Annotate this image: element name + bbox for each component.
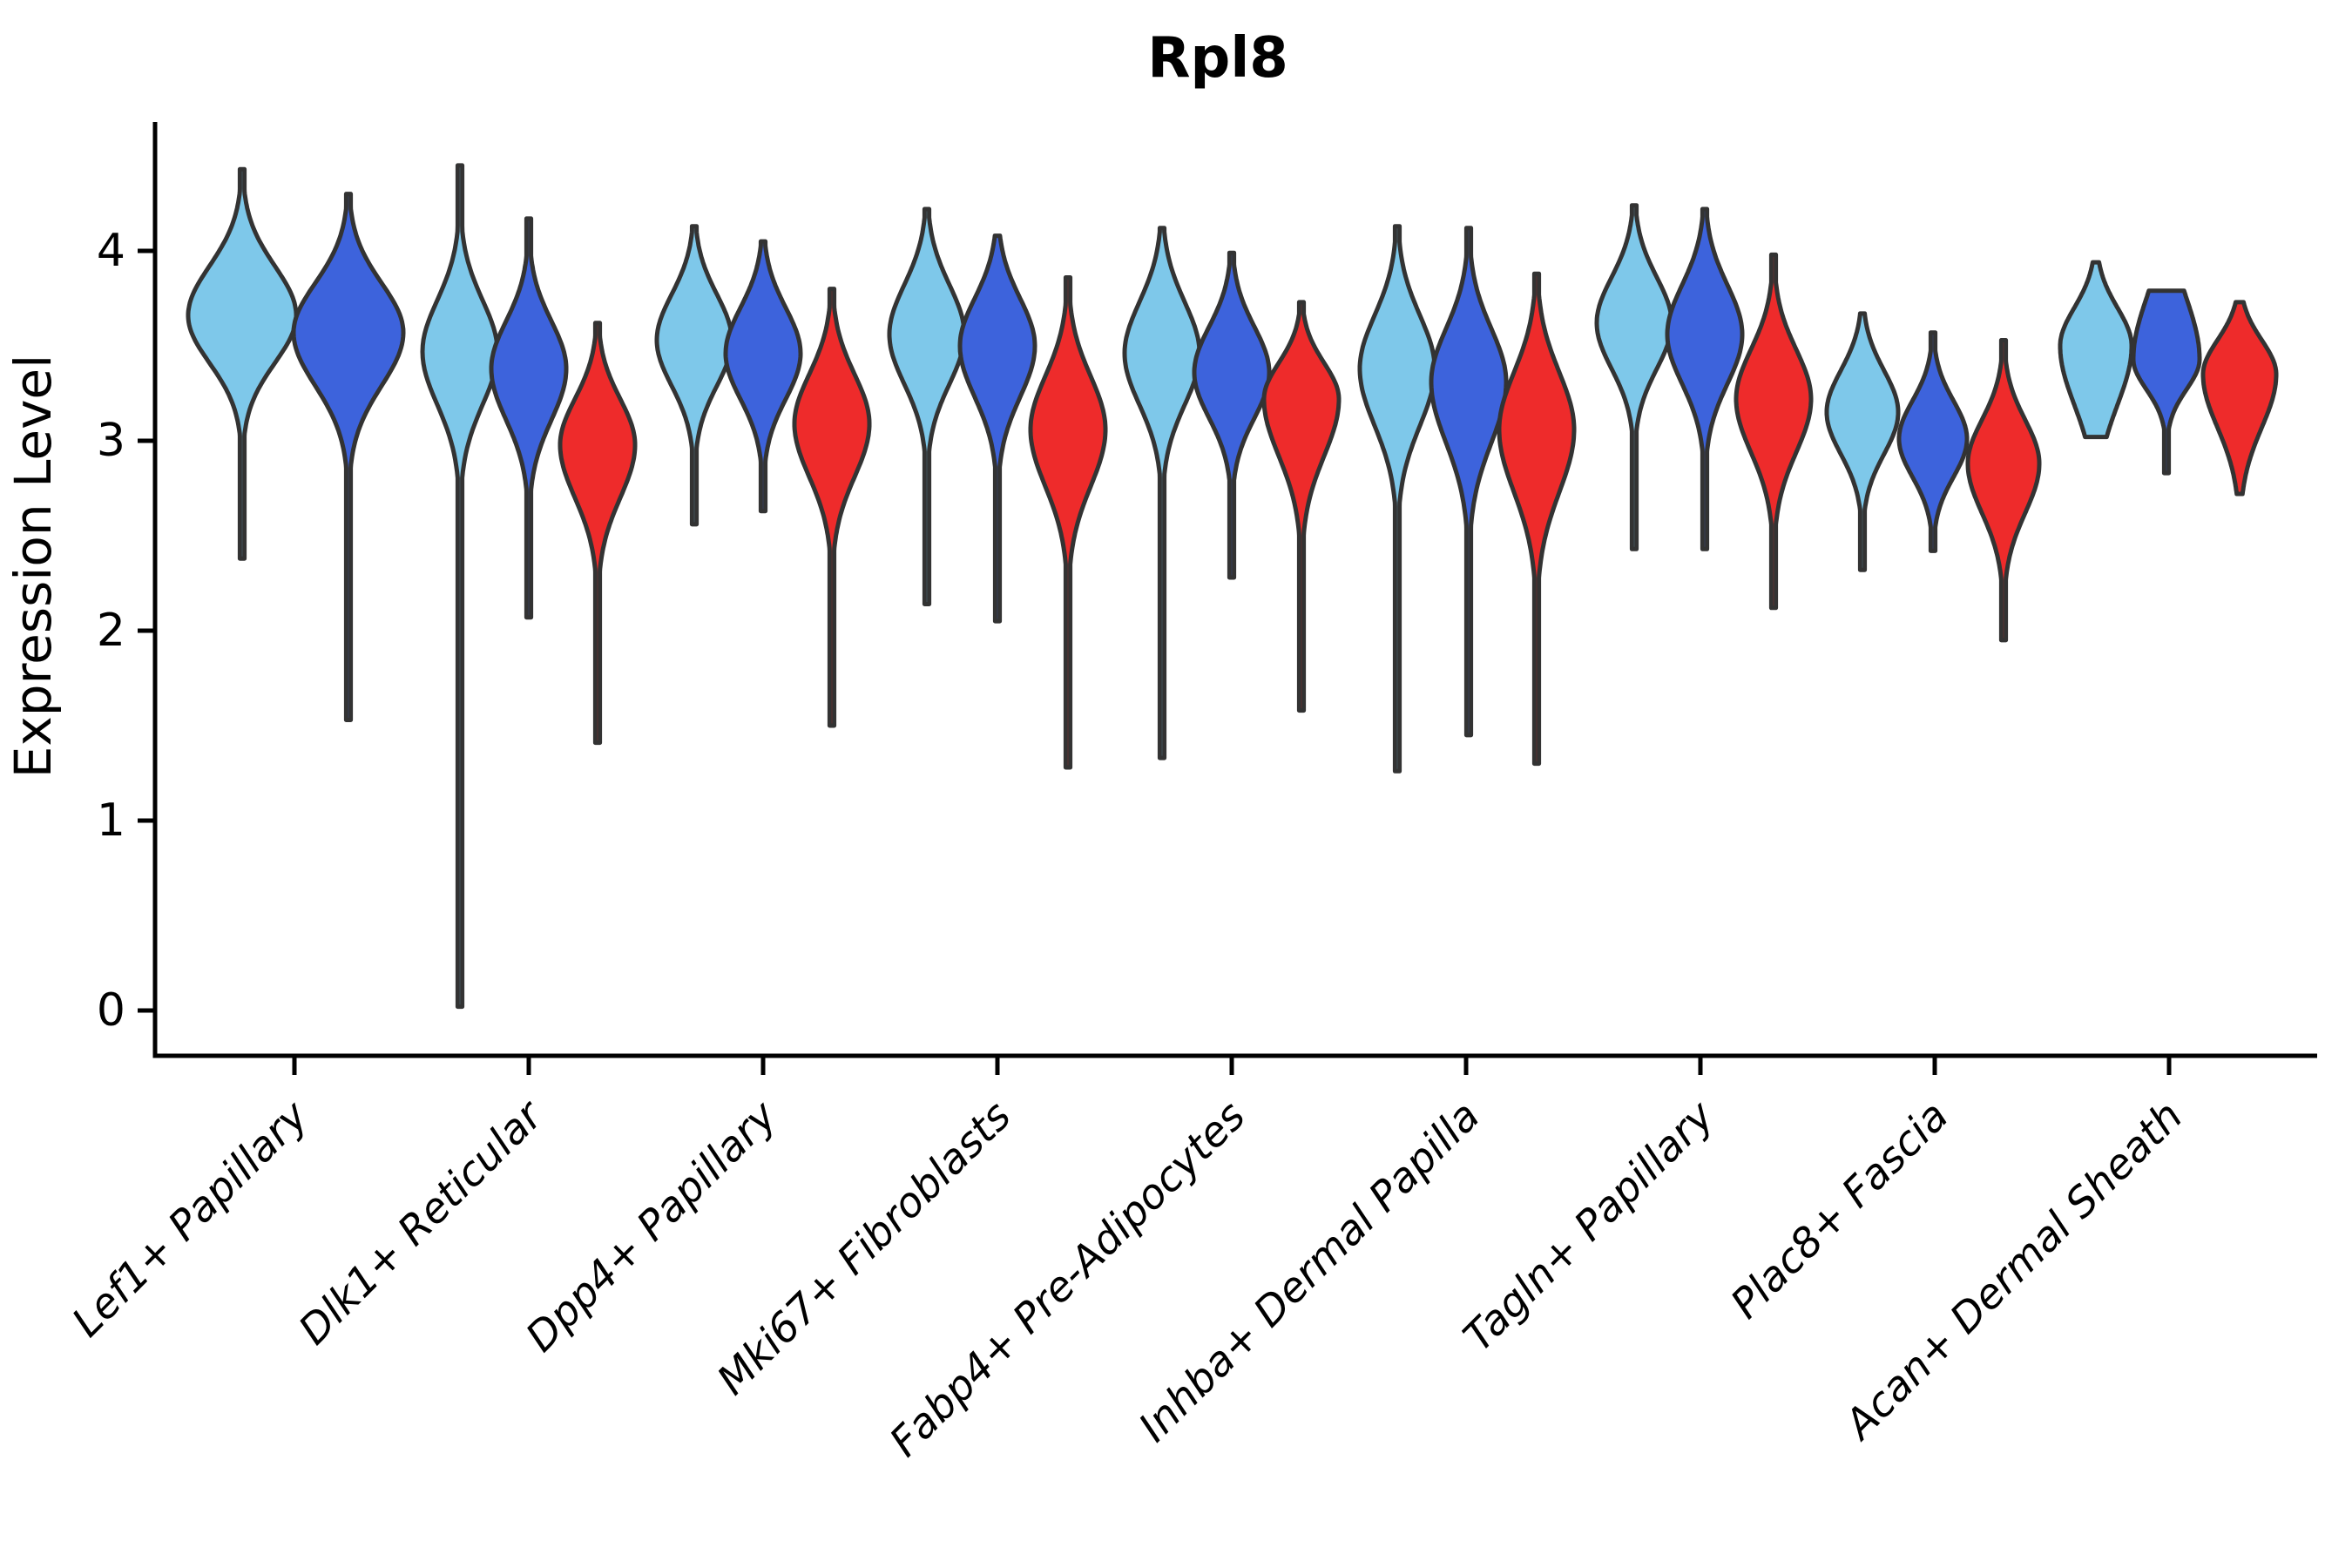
y-tick-label: 4 (97, 225, 125, 277)
y-ticks: 0 1 2 3 4 (97, 225, 155, 1037)
x-tick-label: Plac8+ Fascia (1721, 1092, 1957, 1328)
violin-group-dark-blue-cat3 (957, 233, 1037, 624)
y-tick-label: 0 (97, 984, 125, 1037)
y-axis-label: Expression Level (3, 355, 63, 778)
violin-group-dark-blue-cat8 (2131, 288, 2202, 476)
violin-group-light-blue-cat3 (887, 206, 967, 606)
violin-group-dark-blue-cat6 (1665, 206, 1745, 551)
violin-group-light-blue-cat6 (1594, 203, 1674, 551)
x-tick-label: Dlk1+ Reticular (290, 1091, 554, 1355)
violin-group-light-blue-cat1 (420, 163, 500, 1010)
x-tick-label: Dpp4+ Papillary (517, 1092, 787, 1362)
violin-group-light-blue-cat0 (186, 166, 299, 561)
violin-group-light-blue-cat5 (1357, 224, 1437, 774)
violin-group-dark-blue-cat7 (1896, 330, 1970, 553)
violin-group-red-cat6 (1734, 252, 1814, 611)
x-tick-label: Lef1+ Papillary (63, 1092, 318, 1347)
axes-layer (152, 122, 2317, 1058)
violin-group-dark-blue-cat1 (489, 216, 569, 620)
violin-group-light-blue-cat8 (2058, 260, 2134, 440)
y-tick-label: 3 (97, 415, 125, 467)
violin-group-red-cat5 (1497, 271, 1577, 767)
violin-group-dark-blue-cat0 (291, 192, 406, 722)
violin-group-dark-blue-cat2 (723, 239, 803, 514)
violin-group-red-cat8 (2200, 300, 2279, 497)
violin-group-red-cat2 (792, 287, 872, 728)
axes-spines (152, 122, 2317, 1058)
plot-title: Rpl8 (1147, 26, 1288, 91)
violin-group-red-cat1 (558, 321, 638, 746)
y-tick-label: 2 (97, 605, 125, 657)
violin-group-red-cat4 (1261, 300, 1342, 713)
y-tick-label: 1 (97, 794, 125, 847)
violin-group-light-blue-cat7 (1824, 311, 1901, 572)
violin-group-red-cat3 (1028, 275, 1108, 770)
x-tick-label: Tagln+ Papillary (1455, 1092, 1725, 1362)
violin-group-light-blue-cat4 (1122, 226, 1202, 760)
violin-group-dark-blue-cat5 (1429, 226, 1509, 738)
violin-group-red-cat7 (1965, 338, 2042, 643)
violin-group-dark-blue-cat4 (1192, 250, 1272, 580)
violins-layer (186, 163, 2279, 1010)
violin-group-light-blue-cat2 (654, 224, 734, 527)
